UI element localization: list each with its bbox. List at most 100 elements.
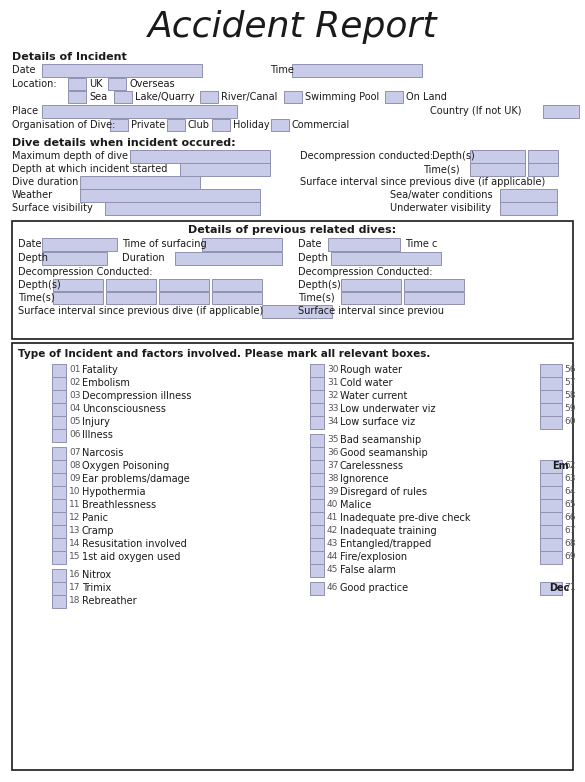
Text: Nitrox: Nitrox [82, 570, 111, 580]
Text: 14: 14 [69, 539, 80, 548]
Bar [540, 364, 562, 377]
Text: 58: 58 [564, 391, 576, 400]
Bar [262, 305, 332, 318]
Text: Malice: Malice [340, 500, 371, 510]
Bar [52, 538, 66, 551]
Bar [52, 429, 66, 442]
Text: 30: 30 [327, 365, 339, 374]
Bar [404, 279, 464, 291]
Bar [470, 150, 525, 163]
Text: 17: 17 [69, 583, 81, 592]
Text: River/Canal: River/Canal [221, 92, 277, 102]
Text: Cold water: Cold water [340, 378, 393, 388]
Text: Surface interval since previous dive (if applicable): Surface interval since previous dive (if… [18, 306, 263, 316]
Text: 64: 64 [564, 487, 576, 496]
Bar [52, 377, 66, 390]
Text: 71: 71 [564, 583, 576, 592]
Text: Location:: Location: [12, 79, 57, 89]
Bar [310, 434, 324, 447]
Bar [310, 364, 324, 377]
Text: Unconsciousness: Unconsciousness [82, 404, 166, 414]
Text: Private: Private [131, 120, 165, 130]
Text: Narcosis: Narcosis [82, 448, 123, 458]
Bar [52, 569, 66, 582]
Text: Inadequate pre-dive check: Inadequate pre-dive check [340, 513, 470, 523]
Bar [159, 292, 209, 304]
Bar [105, 202, 260, 215]
Text: On Land: On Land [406, 92, 447, 102]
Bar [52, 525, 66, 538]
Text: 44: 44 [327, 552, 338, 561]
Text: 45: 45 [327, 565, 338, 574]
Text: 68: 68 [564, 539, 576, 548]
Bar [540, 390, 562, 403]
Text: Holiday: Holiday [233, 120, 270, 130]
Text: Sea/water conditions: Sea/water conditions [390, 190, 493, 200]
Text: Fire/explosion: Fire/explosion [340, 552, 407, 562]
Text: 02: 02 [69, 378, 80, 387]
Bar [52, 364, 66, 377]
Text: Details of previous related dives:: Details of previous related dives: [188, 225, 397, 235]
Bar [310, 377, 324, 390]
Bar [130, 150, 270, 163]
Bar [52, 460, 66, 473]
Text: 69: 69 [564, 552, 576, 561]
Text: Surface interval since previou: Surface interval since previou [298, 306, 444, 316]
Bar [328, 238, 400, 251]
Text: 56: 56 [564, 365, 576, 374]
Bar [52, 512, 66, 525]
Bar [540, 512, 562, 525]
Text: 40: 40 [327, 500, 338, 509]
Text: Time: Time [270, 65, 294, 75]
Bar [42, 238, 117, 251]
Text: Club: Club [188, 120, 210, 130]
Text: Commercial: Commercial [292, 120, 350, 130]
Text: Duration: Duration [122, 253, 164, 263]
Text: Good practice: Good practice [340, 583, 408, 593]
Bar [80, 189, 260, 202]
Bar [500, 189, 557, 202]
Text: 34: 34 [327, 417, 338, 426]
Text: Panic: Panic [82, 513, 108, 523]
Text: 13: 13 [69, 526, 81, 535]
Bar [52, 416, 66, 429]
Bar [310, 447, 324, 460]
Text: Oxygen Poisoning: Oxygen Poisoning [82, 461, 169, 471]
Text: Underwater visibility: Underwater visibility [390, 203, 491, 213]
Text: 11: 11 [69, 500, 81, 509]
Text: 41: 41 [327, 513, 338, 522]
Text: Ignorence: Ignorence [340, 474, 388, 484]
Bar [52, 403, 66, 416]
Text: Decompression Conducted:: Decompression Conducted: [18, 267, 153, 277]
Bar [180, 163, 270, 176]
Text: 01: 01 [69, 365, 81, 374]
Text: Country (If not UK): Country (If not UK) [430, 106, 521, 116]
Bar [404, 292, 464, 304]
Text: Rebreather: Rebreather [82, 596, 137, 606]
Text: Date: Date [12, 65, 36, 75]
Text: 16: 16 [69, 570, 81, 579]
Text: 09: 09 [69, 474, 81, 483]
Text: Time c: Time c [405, 239, 438, 249]
Bar [110, 119, 128, 131]
Bar [52, 499, 66, 512]
Text: Disregard of rules: Disregard of rules [340, 487, 427, 497]
Text: Surface visibility: Surface visibility [12, 203, 93, 213]
Text: 18: 18 [69, 596, 81, 605]
Text: 67: 67 [564, 526, 576, 535]
Text: Illness: Illness [82, 430, 113, 440]
Bar [540, 377, 562, 390]
Text: Decompression Conducted:: Decompression Conducted: [298, 267, 432, 277]
Bar [540, 538, 562, 551]
Bar [12, 221, 573, 339]
Text: Time(s): Time(s) [424, 164, 460, 174]
Bar [310, 538, 324, 551]
Text: 38: 38 [327, 474, 339, 483]
Text: 15: 15 [69, 552, 81, 561]
Bar [540, 473, 562, 486]
Bar [470, 163, 525, 176]
Bar [528, 150, 558, 163]
Text: Time(s): Time(s) [298, 293, 335, 303]
Bar [310, 486, 324, 499]
Bar [68, 78, 86, 90]
